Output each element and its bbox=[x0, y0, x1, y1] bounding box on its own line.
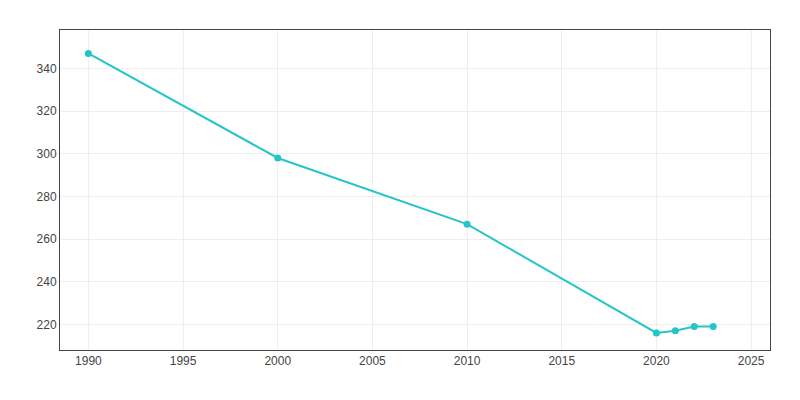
svg-text:2000: 2000 bbox=[264, 354, 291, 368]
svg-text:2020: 2020 bbox=[643, 354, 670, 368]
svg-text:340: 340 bbox=[37, 62, 57, 76]
svg-text:220: 220 bbox=[37, 318, 57, 332]
svg-text:300: 300 bbox=[37, 147, 57, 161]
svg-text:2005: 2005 bbox=[359, 354, 386, 368]
svg-text:320: 320 bbox=[37, 104, 57, 118]
svg-text:2010: 2010 bbox=[454, 354, 481, 368]
svg-text:280: 280 bbox=[37, 190, 57, 204]
svg-text:2025: 2025 bbox=[738, 354, 765, 368]
svg-text:260: 260 bbox=[37, 232, 57, 246]
svg-text:1990: 1990 bbox=[75, 354, 102, 368]
svg-text:240: 240 bbox=[37, 275, 57, 289]
svg-text:2015: 2015 bbox=[548, 354, 575, 368]
svg-text:1995: 1995 bbox=[170, 354, 197, 368]
